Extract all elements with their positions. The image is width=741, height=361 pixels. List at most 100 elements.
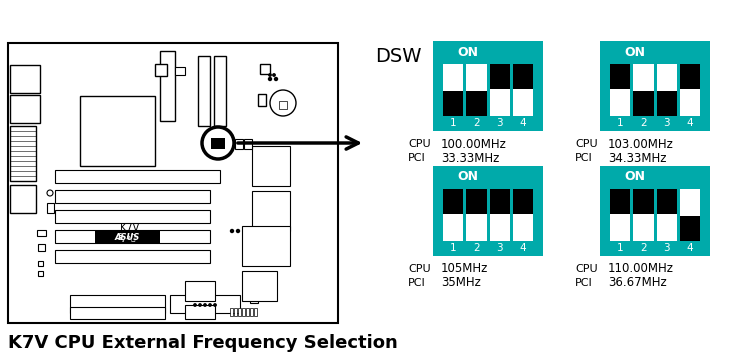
Bar (252, 191, 290, 231)
Text: 3: 3 (496, 118, 503, 128)
Text: ON: ON (458, 45, 479, 58)
Circle shape (236, 230, 239, 232)
Bar (155, 64, 167, 76)
Bar (252, 146, 290, 186)
Bar (10, 65, 40, 93)
Bar (38, 261, 43, 266)
Bar (185, 305, 215, 319)
Circle shape (268, 78, 271, 81)
Bar (242, 226, 290, 266)
Text: PCI: PCI (575, 153, 593, 163)
Text: 103.00MHz: 103.00MHz (608, 138, 674, 151)
Text: 2: 2 (473, 243, 479, 253)
Text: CPU: CPU (575, 264, 598, 274)
Bar (679, 64, 700, 116)
Text: CPU: CPU (408, 139, 431, 149)
Bar (600, 166, 710, 256)
Bar (55, 250, 210, 263)
Text: PCI: PCI (408, 153, 426, 163)
Bar (245, 276, 265, 291)
Bar (657, 64, 677, 116)
Bar (214, 56, 226, 126)
Bar (10, 185, 36, 213)
Circle shape (274, 78, 277, 81)
Text: ON: ON (625, 170, 645, 183)
Bar (513, 188, 533, 241)
Text: 3: 3 (496, 243, 503, 253)
Text: ON: ON (625, 45, 645, 58)
Text: 4: 4 (519, 243, 526, 253)
Text: 4: 4 (686, 118, 693, 128)
Text: 100.00MHz: 100.00MHz (441, 138, 507, 151)
Bar (611, 64, 631, 116)
Bar (260, 64, 270, 74)
Text: 4: 4 (519, 118, 526, 128)
Text: 35MHz: 35MHz (441, 277, 481, 290)
Bar (38, 244, 45, 251)
Circle shape (199, 304, 202, 306)
Bar (38, 271, 43, 276)
Bar (679, 216, 700, 241)
Bar (160, 51, 175, 121)
Bar (490, 188, 510, 241)
Text: ä¸»海: ä¸»海 (118, 232, 136, 242)
Bar (443, 188, 463, 214)
Bar (600, 41, 710, 131)
Bar (238, 308, 241, 316)
Text: 36.67MHz: 36.67MHz (608, 277, 667, 290)
Bar (679, 188, 700, 241)
Bar (55, 190, 210, 203)
Bar (634, 188, 654, 214)
Circle shape (194, 304, 196, 306)
Bar (80, 96, 155, 166)
Text: 1: 1 (450, 243, 456, 253)
Bar (466, 64, 487, 116)
Text: PCI: PCI (408, 278, 426, 288)
Circle shape (230, 230, 233, 232)
Bar (657, 188, 677, 241)
Bar (242, 271, 277, 301)
Text: 1: 1 (617, 118, 624, 128)
Text: 3: 3 (663, 118, 670, 128)
Bar (634, 188, 654, 241)
Circle shape (270, 90, 296, 116)
Bar (244, 139, 252, 149)
Bar (55, 230, 210, 243)
Bar (443, 91, 463, 116)
Bar (37, 230, 46, 236)
Circle shape (214, 304, 216, 306)
Bar (170, 295, 240, 313)
Bar (634, 91, 654, 116)
Text: ON: ON (458, 170, 479, 183)
Bar (10, 126, 36, 181)
Bar (70, 295, 165, 313)
Bar (611, 188, 631, 214)
Bar (254, 308, 257, 316)
Bar (513, 64, 533, 88)
Bar (250, 295, 258, 303)
Text: DSW: DSW (375, 47, 422, 65)
Circle shape (269, 74, 271, 76)
Bar (250, 308, 253, 316)
Bar (198, 56, 210, 126)
Bar (490, 188, 510, 214)
Text: CPU: CPU (408, 264, 431, 274)
Text: 2: 2 (640, 118, 647, 128)
Bar (433, 166, 543, 256)
Bar (634, 64, 654, 116)
Text: 34.33MHz: 34.33MHz (608, 152, 666, 165)
Text: 33.33MHz: 33.33MHz (441, 152, 499, 165)
Circle shape (204, 304, 206, 306)
Bar (55, 170, 220, 183)
Bar (433, 41, 543, 131)
Circle shape (47, 190, 53, 196)
Bar (490, 64, 510, 88)
Text: 2: 2 (473, 118, 479, 128)
Bar (8, 43, 338, 323)
Bar (235, 139, 243, 149)
Bar (513, 64, 533, 116)
Bar (443, 188, 463, 241)
Bar (47, 203, 54, 213)
Bar (466, 188, 487, 214)
Bar (70, 307, 165, 319)
